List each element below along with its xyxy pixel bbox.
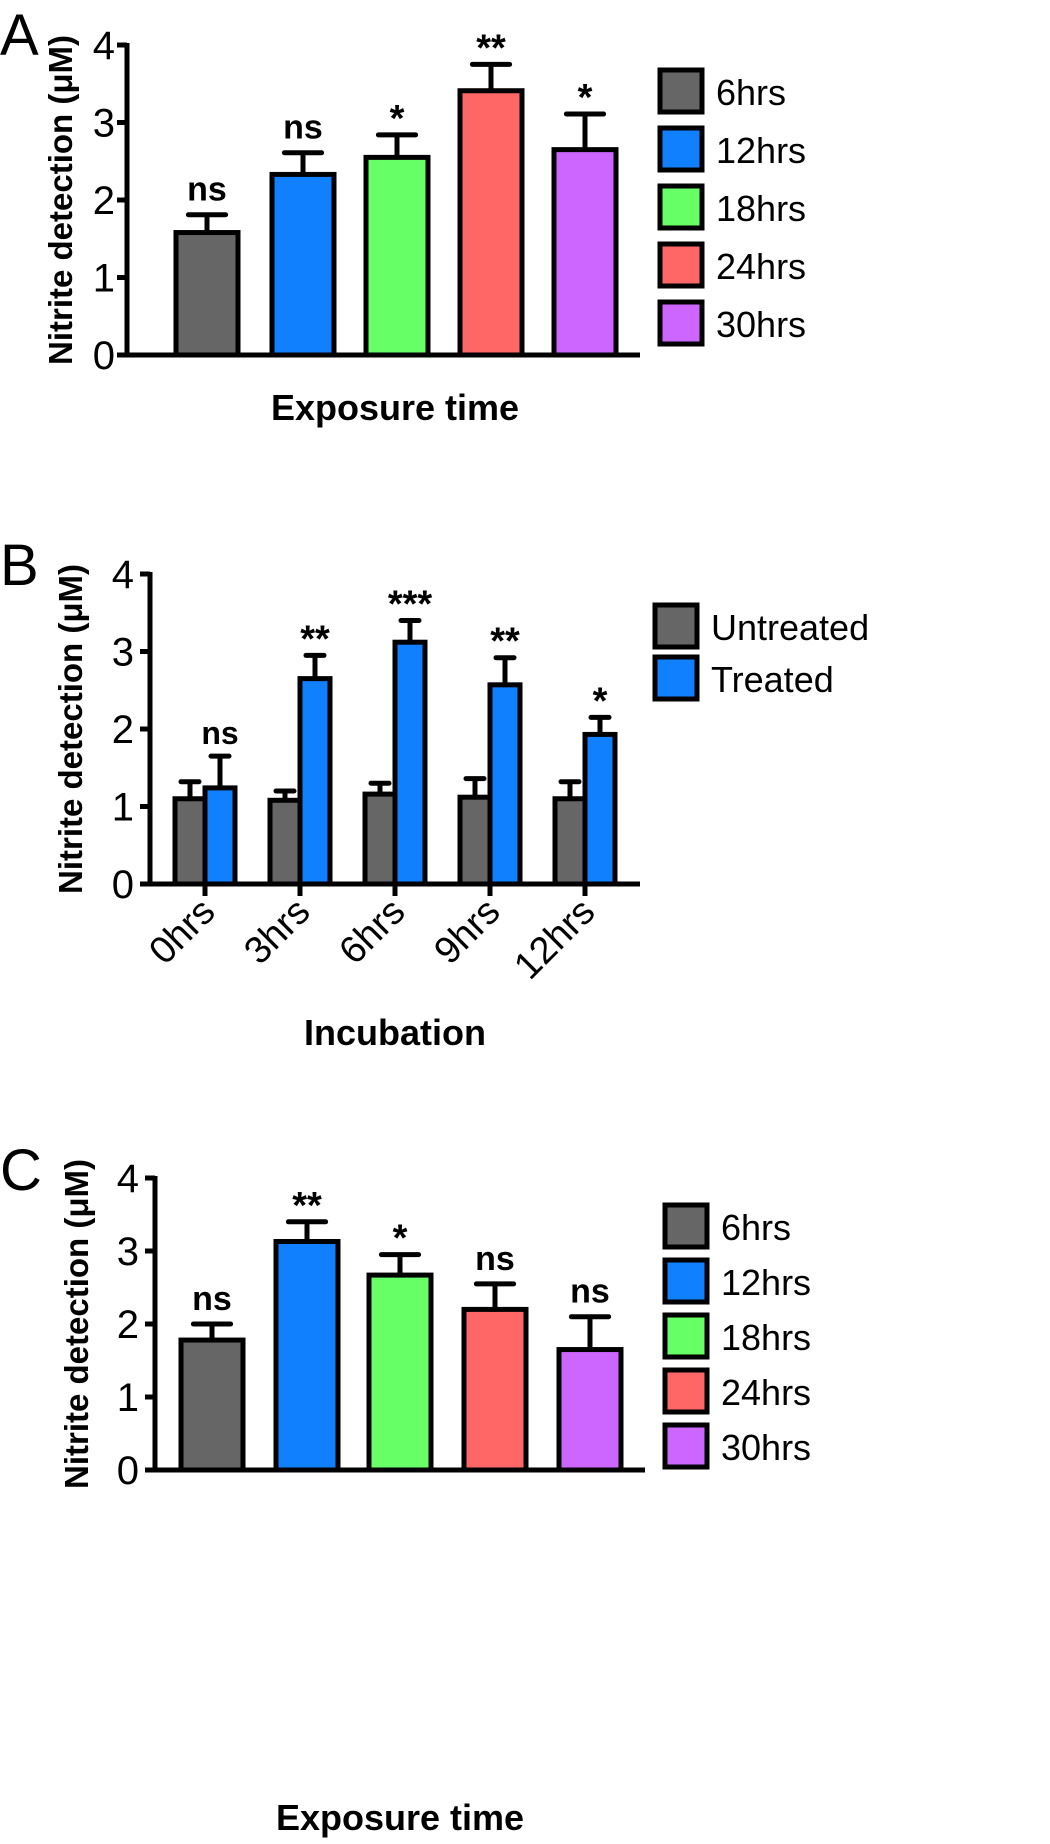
x-axis-label: Exposure time (271, 387, 519, 428)
x-axis-label: Incubation (304, 1012, 486, 1053)
significance-label: *** (388, 584, 433, 626)
legend-label: Treated (711, 659, 834, 700)
y-tick-label: 4 (112, 553, 134, 597)
bar-treated-0hrs (202, 785, 238, 887)
x-tick-label: 3hrs (236, 891, 318, 973)
x-tick-label: 6hrs (331, 891, 413, 973)
y-tick-label: 3 (93, 102, 115, 146)
significance-label: * (593, 680, 608, 722)
significance-label: ** (490, 621, 520, 663)
bar-12hrs (273, 1239, 341, 1473)
y-tick-label: 2 (117, 1303, 139, 1347)
legend-swatch (657, 241, 705, 289)
y-tick-label: 1 (117, 1376, 139, 1420)
y-axis-label: Nitrite detection (μM) (58, 1159, 95, 1489)
legend-swatch (657, 183, 705, 231)
y-tick-label: 2 (112, 708, 134, 752)
legend-swatch (662, 1422, 710, 1470)
significance-label: ns (283, 109, 323, 147)
legend-label: 18hrs (716, 188, 806, 229)
y-tick-label: 4 (117, 1157, 139, 1201)
y-tick-label: 0 (112, 863, 134, 907)
y-tick-label: 0 (117, 1449, 139, 1493)
bar-untreated-12hrs (552, 796, 588, 887)
bar-treated-9hrs (487, 682, 523, 887)
bar-treated-6hrs (392, 639, 428, 887)
significance-label: ns (192, 1280, 232, 1318)
x-axis-label: Exposure time (276, 1797, 524, 1838)
y-tick-label: 0 (93, 334, 115, 378)
bar-18hrs (366, 1272, 434, 1473)
legend-swatch (662, 1367, 710, 1415)
y-tick-label: 2 (93, 179, 115, 223)
significance-label: ns (201, 715, 238, 751)
y-tick-label: 3 (112, 631, 134, 675)
significance-label: * (390, 98, 405, 140)
x-tick-label: 12hrs (506, 891, 603, 988)
bar-untreated-6hrs (362, 791, 398, 887)
legend-swatch (662, 1257, 710, 1305)
significance-label: ns (187, 171, 227, 209)
legend-swatch (657, 67, 705, 115)
legend-label: 24hrs (716, 246, 806, 287)
bar-treated-12hrs (582, 731, 618, 887)
y-tick-label: 1 (112, 786, 134, 830)
bar-30hrs (556, 1347, 624, 1473)
bar-untreated-9hrs (457, 794, 493, 887)
legend-label: 12hrs (716, 130, 806, 171)
legend-swatch (652, 602, 700, 650)
legend-label: 12hrs (721, 1262, 811, 1303)
y-axis-label: Nitrite detection (μM) (42, 35, 79, 365)
bar-6hrs (178, 1337, 246, 1473)
y-axis-label: Nitrite detection (μM) (52, 564, 89, 894)
legend-swatch (657, 125, 705, 173)
bar-24hrs (457, 88, 525, 358)
bar-30hrs (551, 147, 619, 358)
significance-label: ** (300, 618, 330, 660)
bar-treated-3hrs (297, 676, 333, 887)
y-tick-label: 1 (93, 257, 115, 301)
bar-untreated-0hrs (172, 796, 208, 887)
x-tick-label: 0hrs (141, 891, 223, 973)
significance-label: * (578, 77, 593, 119)
significance-label: ** (292, 1185, 322, 1227)
x-tick-label: 9hrs (426, 891, 508, 973)
bar-untreated-3hrs (267, 797, 303, 887)
legend-label: Untreated (711, 607, 869, 648)
significance-label: ** (476, 27, 506, 69)
legend-label: 30hrs (721, 1427, 811, 1468)
bar-24hrs (461, 1306, 529, 1473)
y-tick-label: 3 (117, 1230, 139, 1274)
legend-label: 6hrs (721, 1207, 791, 1248)
legend-label: 6hrs (716, 72, 786, 113)
legend-label: 18hrs (721, 1317, 811, 1358)
legend-swatch (662, 1202, 710, 1250)
panel-label: C (0, 1138, 42, 1203)
legend-label: 24hrs (721, 1372, 811, 1413)
significance-label: * (393, 1218, 408, 1260)
bar-18hrs (363, 154, 431, 358)
legend-swatch (662, 1312, 710, 1360)
significance-label: ns (475, 1240, 515, 1278)
y-tick-label: 4 (93, 24, 115, 68)
panel-label: A (0, 3, 39, 68)
bar-12hrs (269, 171, 337, 358)
significance-label: ns (570, 1273, 610, 1311)
panel-label: B (0, 533, 39, 598)
legend-label: 30hrs (716, 304, 806, 345)
bar-6hrs (173, 230, 241, 358)
legend-swatch (652, 654, 700, 702)
legend-swatch (657, 299, 705, 347)
